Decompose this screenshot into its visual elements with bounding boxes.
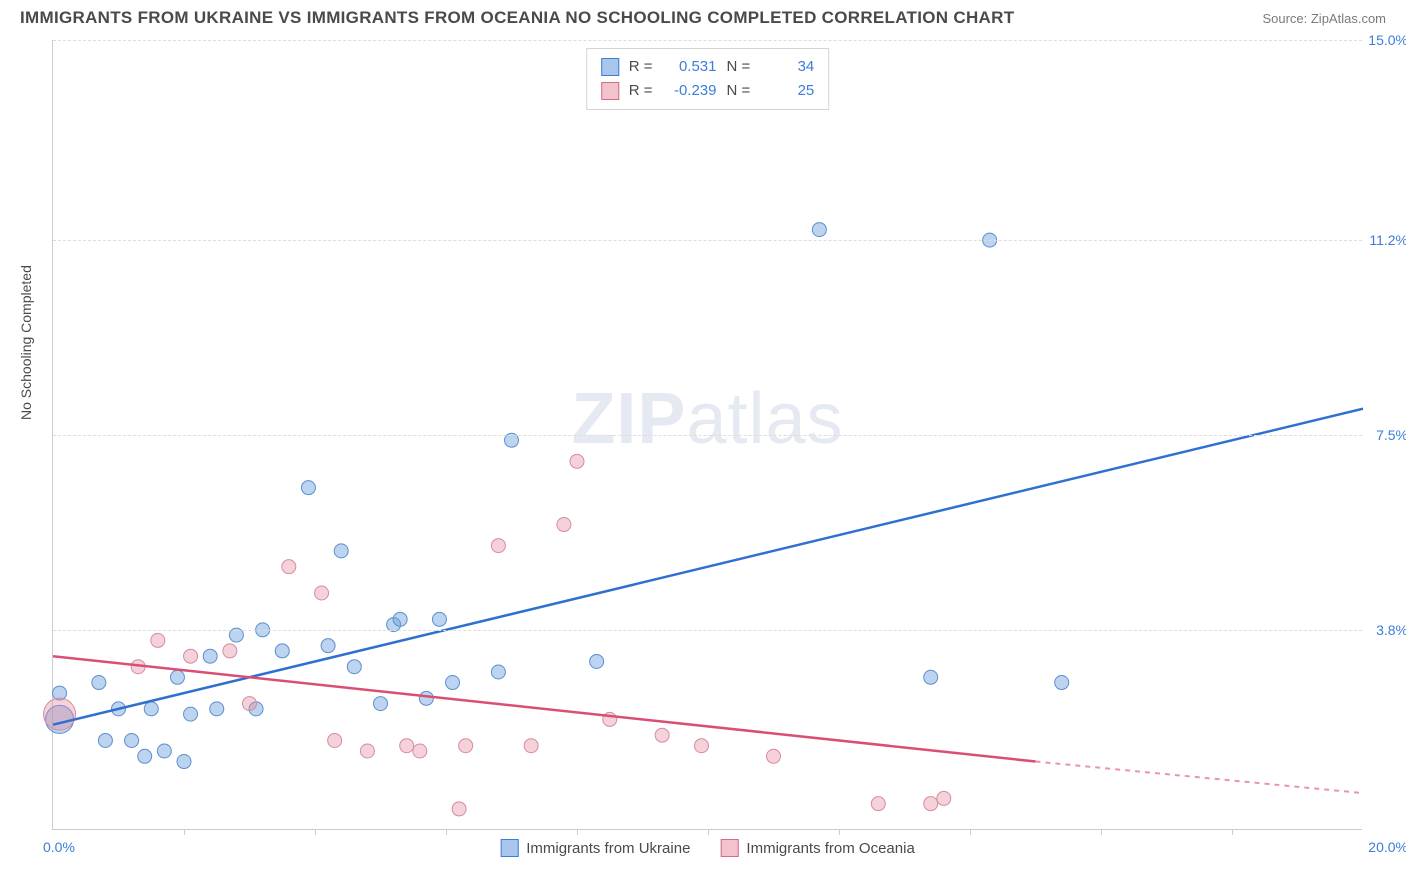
y-tick-label: 3.8% xyxy=(1376,622,1406,638)
scatter-point xyxy=(937,791,951,805)
scatter-point xyxy=(570,454,584,468)
legend-stats-row-2: R = -0.239 N = 25 xyxy=(601,79,815,103)
scatter-point xyxy=(924,797,938,811)
scatter-point xyxy=(301,481,315,495)
scatter-point xyxy=(151,633,165,647)
x-tick xyxy=(1101,829,1102,835)
scatter-point xyxy=(144,702,158,716)
bottom-legend-label-2: Immigrants from Oceania xyxy=(746,840,914,857)
y-tick-label: 11.2% xyxy=(1369,232,1406,248)
scatter-point xyxy=(924,670,938,684)
scatter-point xyxy=(315,586,329,600)
n-value-1: 34 xyxy=(760,55,814,79)
scatter-point xyxy=(92,676,106,690)
scatter-point xyxy=(459,739,473,753)
scatter-point xyxy=(138,749,152,763)
scatter-point xyxy=(98,733,112,747)
r-label-1: R = xyxy=(629,55,653,79)
bottom-legend-label-1: Immigrants from Ukraine xyxy=(526,840,690,857)
scatter-point xyxy=(223,644,237,658)
x-tick xyxy=(970,829,971,835)
title-bar: IMMIGRANTS FROM UKRAINE VS IMMIGRANTS FR… xyxy=(0,0,1406,32)
scatter-point xyxy=(125,733,139,747)
scatter-point xyxy=(210,702,224,716)
scatter-point xyxy=(360,744,374,758)
swatch-series-2 xyxy=(601,82,619,100)
x-tick xyxy=(839,829,840,835)
legend-stats-row-1: R = 0.531 N = 34 xyxy=(601,55,815,79)
scatter-point xyxy=(177,755,191,769)
scatter-point xyxy=(812,223,826,237)
scatter-point xyxy=(328,733,342,747)
scatter-point xyxy=(871,797,885,811)
x-tick xyxy=(577,829,578,835)
bottom-legend: Immigrants from Ukraine Immigrants from … xyxy=(500,839,915,857)
scatter-point xyxy=(203,649,217,663)
n-value-2: 25 xyxy=(760,79,814,103)
chart-area: ZIPatlas R = 0.531 N = 34 R = -0.239 N =… xyxy=(52,40,1362,830)
scatter-point xyxy=(590,654,604,668)
chart-title: IMMIGRANTS FROM UKRAINE VS IMMIGRANTS FR… xyxy=(20,8,1014,28)
x-tick xyxy=(708,829,709,835)
gridline xyxy=(53,40,1362,41)
scatter-point xyxy=(1055,676,1069,690)
scatter-point xyxy=(321,639,335,653)
scatter-point xyxy=(432,612,446,626)
scatter-point xyxy=(282,560,296,574)
scatter-point xyxy=(374,697,388,711)
scatter-point xyxy=(184,707,198,721)
x-tick xyxy=(315,829,316,835)
trend-line-extrapolated xyxy=(1036,762,1364,794)
scatter-point xyxy=(557,518,571,532)
bottom-legend-item-1: Immigrants from Ukraine xyxy=(500,839,690,857)
scatter-point xyxy=(275,644,289,658)
source-label: Source: ZipAtlas.com xyxy=(1262,11,1386,26)
r-label-2: R = xyxy=(629,79,653,103)
x-axis-min-label: 0.0% xyxy=(43,839,75,855)
scatter-point xyxy=(184,649,198,663)
trend-line xyxy=(53,656,1036,761)
scatter-point xyxy=(400,739,414,753)
x-axis-max-label: 20.0% xyxy=(1368,839,1406,855)
scatter-point xyxy=(334,544,348,558)
scatter-point xyxy=(243,697,257,711)
scatter-point xyxy=(393,612,407,626)
scatter-point xyxy=(491,665,505,679)
scatter-point xyxy=(157,744,171,758)
x-tick xyxy=(184,829,185,835)
n-label-2: N = xyxy=(727,79,751,103)
scatter-point xyxy=(524,739,538,753)
scatter-point xyxy=(44,698,76,730)
bottom-swatch-2 xyxy=(720,839,738,857)
n-label-1: N = xyxy=(727,55,751,79)
x-tick xyxy=(1232,829,1233,835)
swatch-series-1 xyxy=(601,58,619,76)
scatter-point xyxy=(452,802,466,816)
scatter-point xyxy=(694,739,708,753)
gridline xyxy=(53,435,1362,436)
scatter-point xyxy=(767,749,781,763)
scatter-point xyxy=(170,670,184,684)
bottom-legend-item-2: Immigrants from Oceania xyxy=(720,839,914,857)
scatter-point xyxy=(655,728,669,742)
bottom-swatch-1 xyxy=(500,839,518,857)
y-tick-label: 7.5% xyxy=(1376,427,1406,443)
scatter-point xyxy=(446,676,460,690)
scatter-point xyxy=(419,691,433,705)
y-axis-label: No Schooling Completed xyxy=(18,265,34,420)
legend-stats-box: R = 0.531 N = 34 R = -0.239 N = 25 xyxy=(586,48,830,110)
scatter-point xyxy=(347,660,361,674)
r-value-1: 0.531 xyxy=(663,55,717,79)
gridline xyxy=(53,630,1362,631)
scatter-point xyxy=(491,539,505,553)
x-tick xyxy=(446,829,447,835)
r-value-2: -0.239 xyxy=(663,79,717,103)
gridline xyxy=(53,240,1362,241)
scatter-point xyxy=(413,744,427,758)
y-tick-label: 15.0% xyxy=(1368,32,1406,48)
